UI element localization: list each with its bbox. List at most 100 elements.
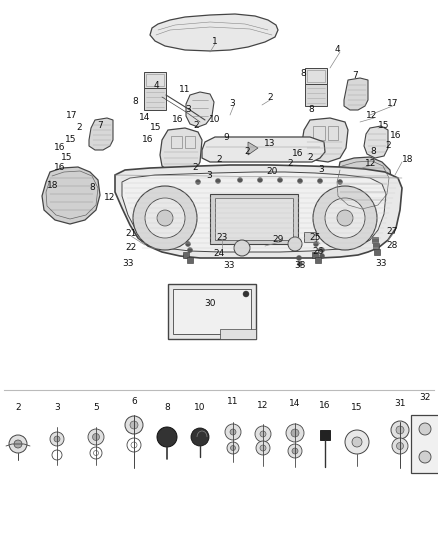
Text: 2: 2 [287, 158, 293, 167]
Circle shape [237, 177, 243, 182]
Bar [315, 257, 321, 263]
Circle shape [419, 423, 431, 435]
Bar [411, 415, 438, 473]
Text: 3: 3 [229, 99, 235, 108]
Text: 33: 33 [294, 261, 306, 270]
Polygon shape [160, 128, 202, 174]
Circle shape [278, 177, 283, 182]
Text: 2: 2 [267, 93, 273, 102]
Text: 15: 15 [351, 403, 363, 413]
Polygon shape [220, 329, 256, 339]
Text: 21: 21 [125, 230, 137, 238]
Circle shape [396, 442, 403, 449]
Text: 16: 16 [172, 116, 184, 125]
Circle shape [195, 180, 201, 184]
Circle shape [50, 432, 64, 446]
Polygon shape [122, 172, 386, 252]
Circle shape [286, 424, 304, 442]
Polygon shape [248, 142, 258, 155]
Text: 12: 12 [365, 158, 377, 167]
Circle shape [318, 179, 322, 183]
Circle shape [133, 186, 197, 250]
Bar [173, 289, 251, 334]
Text: 2: 2 [385, 141, 391, 149]
Bar [185, 136, 195, 148]
Polygon shape [202, 137, 325, 162]
Circle shape [258, 177, 262, 182]
Text: 2: 2 [76, 124, 82, 133]
Circle shape [297, 255, 301, 261]
Bar [313, 126, 325, 140]
Circle shape [297, 262, 303, 266]
Circle shape [337, 210, 353, 226]
Circle shape [419, 451, 431, 463]
Circle shape [230, 429, 236, 435]
Text: 26: 26 [312, 247, 324, 256]
Bar [328, 126, 338, 140]
Circle shape [256, 441, 270, 455]
Bar [144, 72, 166, 88]
Text: 20: 20 [266, 167, 278, 176]
Circle shape [319, 254, 325, 259]
Circle shape [9, 435, 27, 453]
Text: 16: 16 [54, 143, 66, 152]
Text: 16: 16 [390, 131, 402, 140]
Circle shape [145, 198, 185, 238]
Polygon shape [42, 167, 100, 224]
Text: 17: 17 [387, 99, 399, 108]
Text: 12: 12 [257, 400, 268, 409]
Circle shape [288, 444, 302, 458]
Circle shape [325, 198, 365, 238]
Circle shape [88, 429, 104, 445]
Circle shape [319, 247, 325, 253]
Circle shape [186, 241, 191, 246]
Text: 14: 14 [290, 400, 301, 408]
Circle shape [314, 241, 318, 246]
Text: 16: 16 [142, 135, 154, 144]
Text: 4: 4 [334, 45, 340, 54]
Text: 3: 3 [54, 403, 60, 413]
Text: 30: 30 [204, 298, 216, 308]
Polygon shape [344, 78, 368, 110]
Text: 7: 7 [352, 70, 358, 79]
Polygon shape [334, 157, 392, 214]
Text: 12: 12 [104, 193, 116, 203]
Text: 28: 28 [386, 241, 398, 251]
Circle shape [157, 427, 177, 447]
Circle shape [14, 440, 22, 448]
Circle shape [391, 421, 409, 439]
Text: 18: 18 [47, 181, 59, 190]
Text: 10: 10 [194, 403, 206, 413]
Circle shape [291, 429, 299, 437]
Text: 5: 5 [93, 403, 99, 413]
Bar [171, 136, 182, 148]
Text: 14: 14 [139, 114, 151, 123]
Text: 16: 16 [54, 164, 66, 173]
Text: 15: 15 [378, 120, 390, 130]
Bar [144, 88, 166, 110]
Text: 16: 16 [319, 401, 331, 410]
Bar [187, 257, 193, 263]
Bar [215, 198, 293, 240]
Text: 7: 7 [97, 122, 103, 131]
Text: 32: 32 [419, 393, 431, 402]
Bar [168, 284, 256, 339]
Bar [183, 252, 189, 258]
Circle shape [125, 416, 143, 434]
Bar [320, 430, 330, 440]
Text: 3: 3 [206, 172, 212, 181]
Polygon shape [364, 126, 388, 158]
Text: 29: 29 [272, 236, 284, 245]
Bar [312, 252, 318, 258]
Text: 2: 2 [193, 120, 199, 130]
Circle shape [288, 237, 302, 251]
Circle shape [184, 254, 188, 259]
Bar [374, 249, 380, 255]
Bar [146, 74, 164, 86]
Text: 2: 2 [216, 155, 222, 164]
Polygon shape [302, 118, 348, 162]
Circle shape [260, 445, 266, 451]
Circle shape [352, 437, 362, 447]
Text: 8: 8 [89, 183, 95, 192]
Text: 33: 33 [122, 259, 134, 268]
